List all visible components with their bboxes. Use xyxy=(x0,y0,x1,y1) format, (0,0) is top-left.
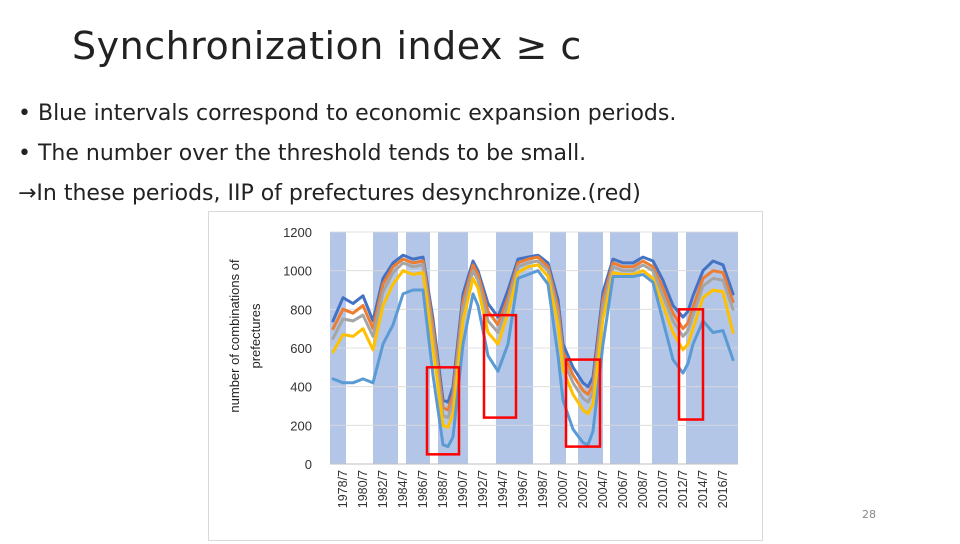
x-tick-label: 1990/7 xyxy=(456,470,470,508)
x-tick-label: 1994/7 xyxy=(496,470,510,508)
x-tick-label: 2008/7 xyxy=(636,470,650,508)
series-line xyxy=(331,253,735,404)
y-axis-label-line2: prefectures xyxy=(248,303,263,369)
series-line xyxy=(331,263,735,429)
y-tick-label: 200 xyxy=(290,418,312,433)
x-tick-label: 2012/7 xyxy=(676,470,690,508)
highlight-boxes xyxy=(425,308,705,456)
x-tick-label: 1982/7 xyxy=(376,470,390,508)
x-tick-label: 2006/7 xyxy=(616,470,630,508)
highlight-box xyxy=(677,308,705,421)
x-tick-label: 1988/7 xyxy=(436,470,450,508)
y-axis-label: number of combinations of xyxy=(227,259,242,413)
page-number: 28 xyxy=(862,508,876,521)
x-tick-label: 2016/7 xyxy=(716,470,730,508)
y-tick-labels: 0 200 400 600 800 1000 1200 xyxy=(283,225,312,472)
x-tick-label: 1996/7 xyxy=(516,470,530,508)
x-tick-label: 1980/7 xyxy=(356,470,370,508)
highlight-box xyxy=(425,366,461,456)
x-tick-label: 1986/7 xyxy=(416,470,430,508)
x-tick-labels: 1978/7 1980/7 1982/7 1984/7 1986/7 1988/7 1990… xyxy=(330,463,738,508)
x-tick-label: 2002/7 xyxy=(576,470,590,508)
series-lines xyxy=(331,253,735,449)
bullet-item: • The number over the threshold tends to… xyxy=(18,141,587,166)
y-tick-label: 600 xyxy=(290,341,312,356)
x-tick-label: 2000/7 xyxy=(556,470,570,508)
highlight-box xyxy=(482,313,518,419)
bullet-item: • Blue intervals correspond to economic … xyxy=(18,101,677,126)
bullet-item: →In these periods, IIP of prefectures de… xyxy=(18,181,641,206)
x-tick-label: 1998/7 xyxy=(536,470,550,508)
x-tick-label: 1992/7 xyxy=(476,470,490,508)
series-line xyxy=(331,259,735,420)
highlight-box xyxy=(564,358,602,448)
x-tick-label: 1984/7 xyxy=(396,470,410,508)
y-tick-label: 800 xyxy=(290,302,312,317)
line-chart: 0 200 400 600 800 1000 1200 1978/7 1980/7 1982/7… xyxy=(227,225,738,508)
x-tick-label: 2004/7 xyxy=(596,470,610,508)
y-tick-label: 400 xyxy=(290,380,312,395)
bullet-list: • Blue intervals correspond to economic … xyxy=(18,94,676,214)
series-line xyxy=(331,255,735,412)
chart-frame: 0 200 400 600 800 1000 1200 1978/7 1980/7 1982/7… xyxy=(208,211,763,541)
series-line xyxy=(331,269,735,449)
x-tick-label: 1978/7 xyxy=(336,470,350,508)
y-tick-label: 1200 xyxy=(283,225,312,240)
slide-title: Synchronization index ≥ c xyxy=(72,24,582,68)
y-tick-label: 0 xyxy=(305,457,312,472)
x-tick-label: 2010/7 xyxy=(656,470,670,508)
x-tick-label: 2014/7 xyxy=(696,470,710,508)
y-tick-label: 1000 xyxy=(283,264,312,279)
